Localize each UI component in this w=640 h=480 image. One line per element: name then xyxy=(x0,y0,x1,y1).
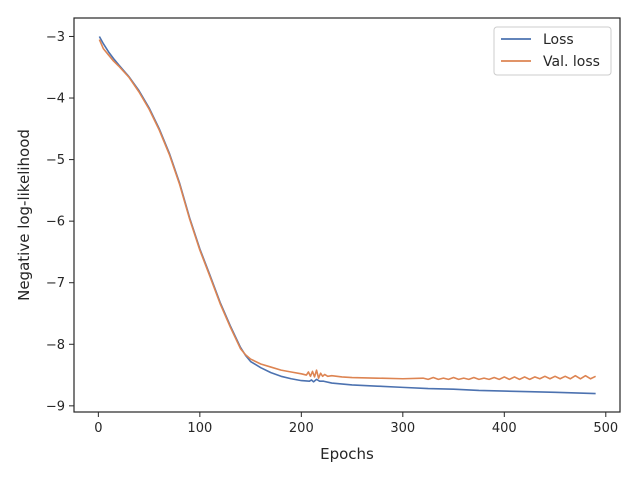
x-tick-label: 400 xyxy=(492,421,517,436)
plot-area-border xyxy=(73,17,621,413)
x-tick-label: 200 xyxy=(289,421,314,436)
series-line-val-loss xyxy=(98,39,596,381)
x-tick-label: 500 xyxy=(593,421,618,436)
y-tick-label: −5 xyxy=(46,153,65,168)
x-tick-label: 300 xyxy=(390,421,415,436)
axes-frame xyxy=(73,17,621,413)
y-tick-label: −6 xyxy=(46,215,65,230)
x-tick-label: 0 xyxy=(94,421,102,436)
x-axis-ticks: 0 100 200 300 400 500 xyxy=(94,412,618,436)
y-tick-label: −3 xyxy=(46,30,65,45)
series-layer xyxy=(98,36,596,395)
legend-label-val-loss: Val. loss xyxy=(543,54,600,70)
x-tick-label: 100 xyxy=(187,421,212,436)
y-tick-label: −8 xyxy=(46,338,65,353)
y-tick-label: −4 xyxy=(46,92,65,107)
y-axis-ticks: −9 −8 −7 −6 −5 −4 −3 xyxy=(46,30,74,414)
y-tick-label: −7 xyxy=(46,276,65,291)
y-tick-label: −9 xyxy=(46,399,65,414)
x-axis-label: Epochs xyxy=(320,445,374,463)
y-axis-label: Negative log-likelihood xyxy=(15,129,33,301)
legend: Loss Val. loss xyxy=(493,26,612,76)
legend-label-loss: Loss xyxy=(543,32,574,48)
